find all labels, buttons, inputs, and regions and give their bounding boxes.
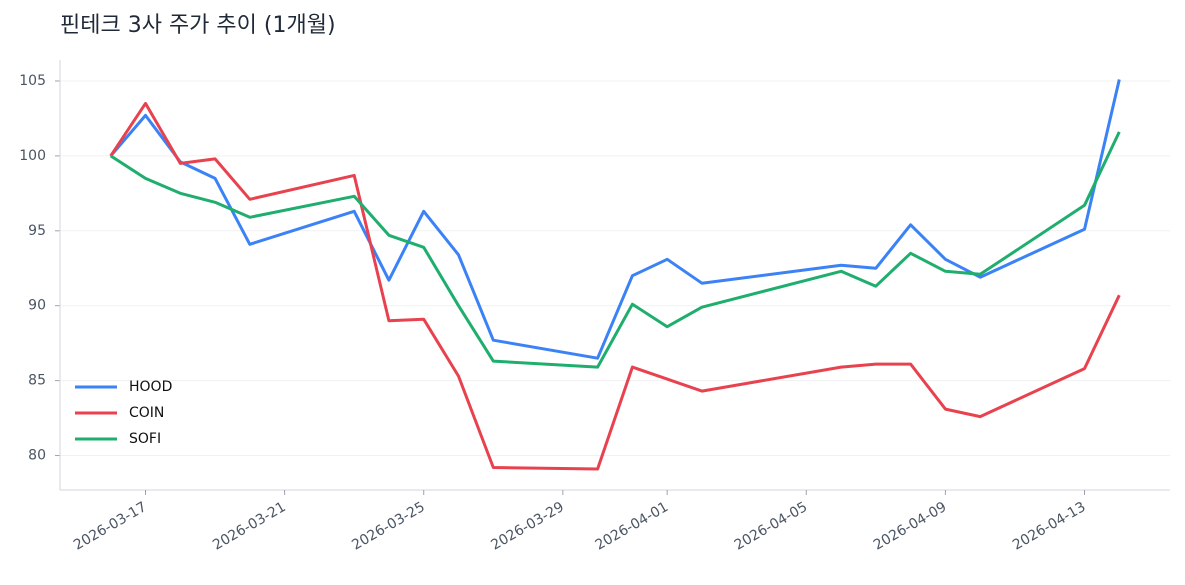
y-tick-label: 100 xyxy=(19,148,46,164)
chart-title: 핀테크 3사 주가 추이 (1개월) xyxy=(60,13,336,38)
legend-label: SOFI xyxy=(129,431,161,447)
x-tick-label: 2026-03-21 xyxy=(210,499,288,554)
y-tick-label: 105 xyxy=(19,73,46,89)
y-tick-label: 80 xyxy=(28,448,46,464)
legend-label: COIN xyxy=(129,405,164,421)
series-line xyxy=(109,131,1121,369)
y-tick-label: 90 xyxy=(28,298,46,314)
x-tick-label: 2026-03-29 xyxy=(488,499,566,554)
x-tick-label: 2026-04-09 xyxy=(871,499,949,554)
legend: HOOD COIN SOFI xyxy=(75,379,172,447)
x-tick-label: 2026-03-17 xyxy=(71,499,149,554)
y-tick-label: 85 xyxy=(28,373,46,389)
y-tick-label: 95 xyxy=(28,223,46,239)
x-tick-label: 2026-04-13 xyxy=(1010,499,1088,554)
x-tick-label: 2026-03-25 xyxy=(349,499,427,554)
x-tick-label: 2026-04-01 xyxy=(593,499,671,554)
series-line xyxy=(109,101,1121,471)
x-tick-label: 2026-04-05 xyxy=(732,499,810,554)
legend-label: HOOD xyxy=(129,379,172,395)
series-line xyxy=(109,79,1121,360)
